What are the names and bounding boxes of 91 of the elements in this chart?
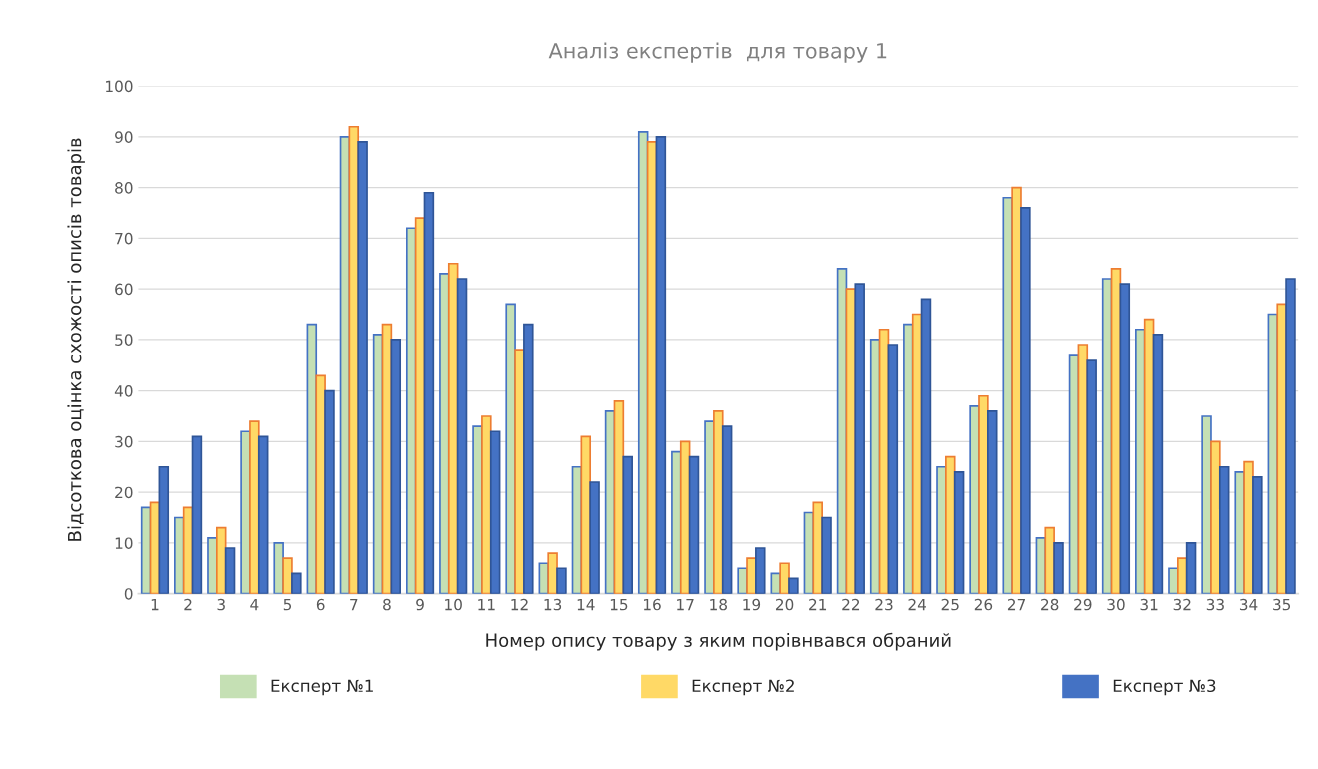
y-tick-label: 30 <box>115 435 133 448</box>
y-tick-label: 80 <box>115 182 133 194</box>
x-tick-label: 14 <box>577 599 595 611</box>
x-tick-label: 11 <box>478 599 495 611</box>
bar <box>953 471 965 594</box>
bar <box>456 278 468 594</box>
bar <box>721 425 733 594</box>
x-tick-label: 35 <box>1273 598 1291 611</box>
x-tick-label: 3 <box>217 598 225 611</box>
legend-label: Експерт №2 <box>692 679 794 696</box>
bar <box>1252 476 1263 594</box>
y-tick-label: 90 <box>115 131 133 143</box>
x-tick-label: 7 <box>350 599 358 611</box>
y-tick-label: 20 <box>115 486 133 499</box>
bar <box>191 435 203 594</box>
x-tick-label: 26 <box>974 598 993 611</box>
bar <box>1053 542 1064 594</box>
bar <box>291 572 302 594</box>
x-tick-label: 4 <box>250 599 259 611</box>
y-tick-label: 40 <box>114 385 133 397</box>
x-tick-label: 13 <box>544 598 562 611</box>
bar <box>1119 283 1131 594</box>
bar <box>986 410 998 594</box>
x-axis-title: Номер опису товару з яким порівнвався обраний <box>486 632 951 651</box>
bar <box>920 298 932 594</box>
bar <box>1285 278 1296 594</box>
x-tick-label: 8 <box>383 598 391 611</box>
bar <box>821 516 832 594</box>
bar <box>390 339 402 594</box>
x-tick-label: 28 <box>1041 598 1059 611</box>
x-tick-label: 1 <box>151 599 159 611</box>
y-tick-label: 100 <box>106 80 133 93</box>
bar <box>779 562 790 594</box>
x-tick-label: 10 <box>445 598 462 611</box>
x-tick-label: 20 <box>775 598 794 611</box>
x-tick-label: 5 <box>283 599 292 611</box>
bar <box>1020 207 1031 594</box>
bar <box>788 577 799 594</box>
legend-label: Експерт №3 <box>1113 679 1216 696</box>
bar <box>224 547 236 594</box>
bar <box>523 323 534 594</box>
x-tick-label: 16 <box>643 598 661 611</box>
bar <box>273 542 284 594</box>
bar <box>324 389 335 594</box>
bar <box>1152 333 1164 594</box>
legend-label: Експерт №1 <box>271 679 373 696</box>
bar <box>489 430 501 594</box>
bar <box>1086 359 1097 594</box>
x-tick-label: 22 <box>842 598 860 611</box>
x-tick-label: 25 <box>941 598 959 611</box>
x-tick-label: 19 <box>743 598 761 611</box>
y-axis-title: Відсоткова оцінка схожості описів товарів <box>67 138 85 541</box>
bar <box>1218 465 1230 594</box>
x-tick-label: 32 <box>1173 598 1191 611</box>
bar <box>589 481 600 594</box>
x-tick-label: 21 <box>809 598 827 611</box>
bar <box>357 141 368 594</box>
y-tick-label: 70 <box>115 232 133 245</box>
x-tick-label: 9 <box>416 598 424 611</box>
x-tick-label: 31 <box>1140 598 1158 611</box>
x-tick-label: 27 <box>1007 598 1025 611</box>
bar <box>755 547 766 594</box>
bar <box>655 136 667 594</box>
bar <box>688 455 700 594</box>
x-tick-label: 33 <box>1206 598 1224 611</box>
chart-title: Аналіз експертів для товару 1 <box>548 42 887 63</box>
x-tick-label: 2 <box>184 598 192 611</box>
x-tick-label: 17 <box>677 599 694 611</box>
y-tick-label: 60 <box>115 283 133 296</box>
bar <box>556 567 567 594</box>
x-tick-label: 18 <box>710 598 727 611</box>
x-tick-label: 15 <box>610 599 628 611</box>
x-tick-label: 23 <box>875 598 893 611</box>
x-tick-label: 12 <box>511 598 528 611</box>
x-tick-label: 30 <box>1107 598 1125 611</box>
bar <box>257 435 269 594</box>
y-tick-label: 10 <box>115 537 133 549</box>
x-tick-label: 29 <box>1074 598 1092 611</box>
bar <box>282 557 293 594</box>
bar <box>423 191 435 594</box>
bar <box>158 465 170 594</box>
bar <box>622 455 633 594</box>
x-tick-label: 34 <box>1239 598 1258 611</box>
bar <box>854 283 865 594</box>
y-tick-label: 0 <box>124 588 133 600</box>
bar <box>887 344 899 594</box>
bar <box>1185 542 1197 594</box>
y-tick-label: 50 <box>115 334 133 346</box>
x-tick-label: 6 <box>316 598 325 611</box>
bar <box>547 552 558 594</box>
x-tick-label: 24 <box>908 598 926 611</box>
